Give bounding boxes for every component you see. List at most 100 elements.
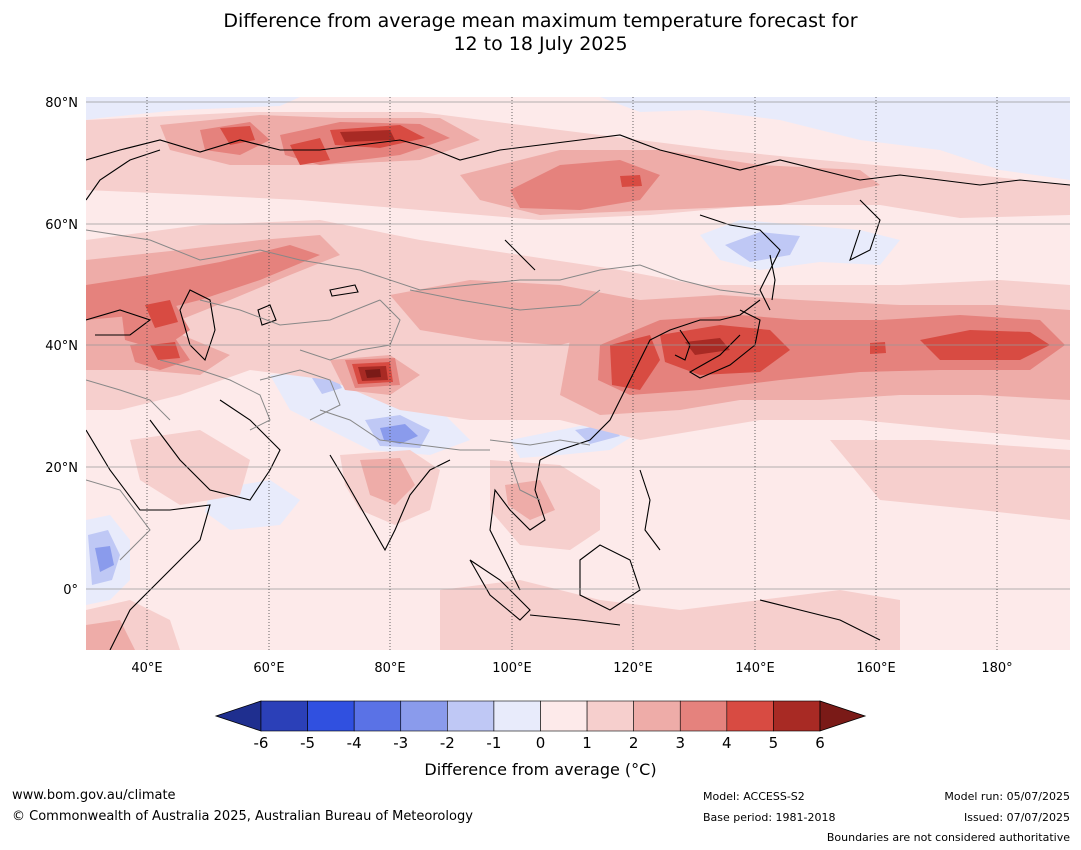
footer-base-period: Base period: 1981-2018 [703, 811, 836, 824]
colorbar-bin [447, 700, 495, 732]
coast-arabia [149, 399, 281, 501]
colorbar [214, 700, 867, 732]
footer-boundaries-note: Boundaries are not considered authoritat… [826, 831, 1070, 844]
latitude-labels: 80°N 60°N 40°N 20°N 0° [45, 96, 78, 598]
footer-copyright: © Commonwealth of Australia 2025, Austra… [12, 809, 473, 824]
anomaly-pos2-india [360, 458, 415, 505]
coast-korea [674, 329, 691, 361]
border-mongolia [409, 289, 601, 311]
coast-philippines [639, 469, 661, 551]
border-africa [86, 479, 151, 561]
colorbar-bin [586, 700, 634, 732]
anomaly-pos4-yamal [290, 138, 330, 165]
coast-kamchatka [849, 199, 881, 262]
anomaly-pos4-caucasus [150, 342, 180, 360]
lon-label-80: 80°E [374, 661, 405, 676]
anomaly-pos1-arabia [130, 430, 250, 505]
coast-okhotsk [699, 214, 781, 311]
lon-label-180: 180° [981, 661, 1012, 676]
colorbar-bin [633, 700, 681, 732]
colorbar-tick-label: 3 [675, 734, 685, 752]
colorbar-bin [353, 700, 402, 732]
colorbar-extend-high [819, 700, 867, 732]
anomaly-pos2-africa-south [86, 620, 135, 650]
lat-label-0: 0° [63, 583, 78, 598]
lon-label-60: 60°E [253, 661, 284, 676]
coastlines [86, 134, 1070, 650]
coast-caspian [179, 289, 216, 362]
colorbar-bin [493, 700, 541, 732]
anomaly-neg3-tibet [380, 424, 418, 444]
coast-africa [86, 429, 211, 650]
anomaly-neg3-east-africa [95, 546, 114, 572]
coast-java [529, 614, 621, 626]
border-china-south [489, 439, 591, 446]
coast-baikal [504, 239, 536, 271]
coast-balkhash [329, 284, 359, 297]
border-china-west [299, 299, 401, 361]
colorbar-bin [400, 700, 448, 732]
border-afghanistan [259, 369, 341, 421]
coast-arctic [86, 134, 1070, 186]
border-russia-south [86, 229, 761, 296]
lon-label-120: 120°E [613, 661, 653, 676]
anomaly-pos6-tibet [365, 369, 381, 378]
colorbar-bin [773, 700, 821, 732]
lon-label-140: 140°E [735, 661, 775, 676]
colorbar-tick-label: 0 [536, 734, 546, 752]
coast-aral [257, 304, 277, 326]
lon-label-100: 100°E [492, 661, 532, 676]
coast-indochina [489, 459, 546, 591]
colorbar-label: Difference from average (°C) [424, 760, 657, 779]
border-indochina [509, 459, 541, 501]
title-line-2: 12 to 18 July 2025 [453, 33, 628, 55]
colorbar-tick-label: 4 [722, 734, 732, 752]
colorbar-bin [260, 700, 308, 732]
footer-model-run: Model run: 05/07/2025 [944, 790, 1070, 803]
country-borders [86, 229, 761, 561]
coast-india [329, 454, 451, 552]
colorbar-tick-label: 2 [629, 734, 639, 752]
anomaly-pos4-siberia [620, 175, 642, 187]
border-india-north [319, 409, 490, 451]
coast-china-korea [539, 299, 761, 461]
anomaly-pos2-indochina [505, 480, 555, 520]
coast-japan [688, 309, 761, 379]
colorbar-bin [726, 700, 774, 732]
lat-label-20: 20°N [45, 461, 78, 476]
anomaly-neg2-okhotsk [725, 232, 800, 262]
coast-new-guinea [759, 599, 881, 641]
colorbar-tick-label: -1 [486, 734, 501, 752]
anomaly-pos5-korea [685, 338, 730, 355]
coast-scandinavia [86, 149, 161, 201]
anomaly-neg-arctic-west [86, 97, 300, 120]
border-kazakhstan [199, 299, 381, 326]
longitude-labels: 40°E 60°E 80°E 100°E 120°E 140°E 160°E 1… [131, 661, 1012, 676]
anomaly-pos5-yamal [340, 130, 395, 142]
longitude-gridlines [146, 97, 998, 650]
coast-borneo [579, 544, 641, 611]
map-title: Difference from average mean maximum tem… [0, 10, 1081, 56]
latitude-gridlines [86, 101, 1070, 590]
anomaly-field [86, 97, 1070, 650]
anomaly-pos1-indonesia [440, 580, 900, 650]
footer-website: www.bom.gov.au/climate [12, 788, 176, 803]
colorbar-ticks: -6 -5 -4 -3 -2 -1 0 1 2 3 4 5 6 [254, 734, 825, 752]
anomaly-pos4-caspian [145, 300, 178, 328]
anomaly-pos3-siberia [510, 160, 660, 210]
lat-label-40: 40°N [45, 339, 78, 354]
colorbar-tick-label: -5 [300, 734, 315, 752]
colorbar-bin [540, 700, 588, 732]
colorbar-tick-label: 1 [582, 734, 592, 752]
border-middle-east [86, 379, 171, 421]
title-line-1: Difference from average mean maximum tem… [223, 10, 858, 32]
colorbar-tick-label: -2 [440, 734, 455, 752]
anomaly-pos4-kola [220, 126, 255, 145]
lon-label-40: 40°E [131, 661, 162, 676]
footer-model: Model: ACCESS-S2 [703, 790, 805, 803]
anomaly-pos4-pacific-small [870, 342, 886, 354]
anomaly-pos1-pacific-east [830, 440, 1070, 520]
colorbar-tick-label: -3 [393, 734, 408, 752]
anomaly-pos4-north-china [610, 335, 660, 390]
